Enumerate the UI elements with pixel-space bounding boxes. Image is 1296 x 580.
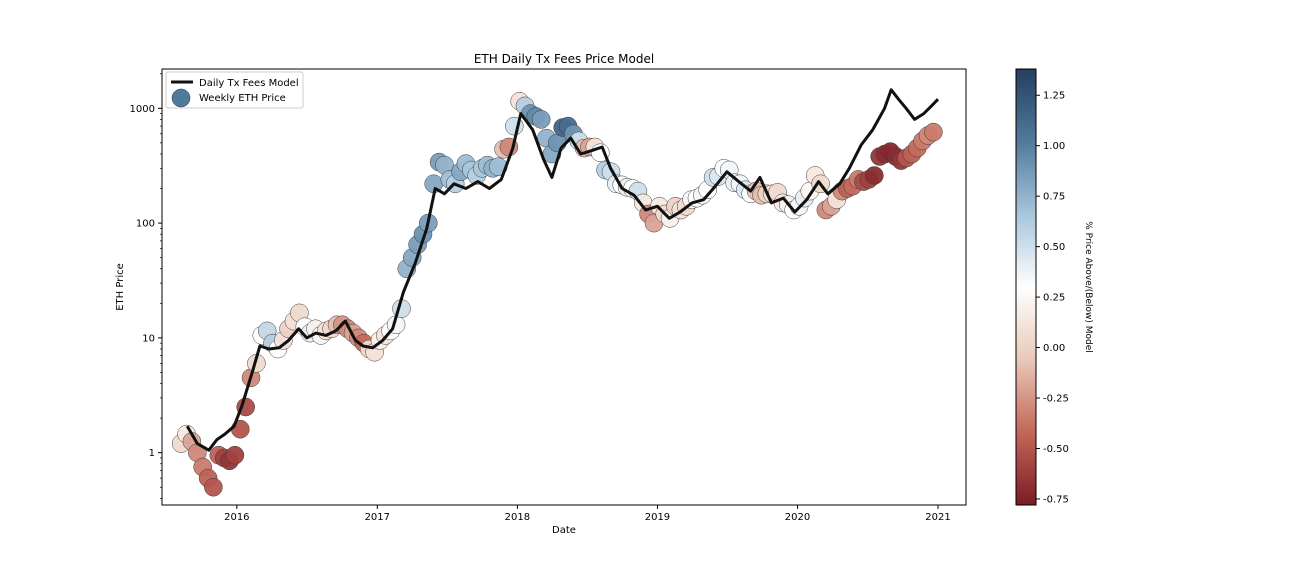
x-tick-label: 2016 bbox=[224, 512, 249, 523]
price-point bbox=[204, 477, 223, 497]
colorbar-tick-label: -0.50 bbox=[1043, 444, 1069, 455]
x-tick-label: 2021 bbox=[925, 512, 950, 523]
legend-entry-price: Weekly ETH Price bbox=[199, 93, 286, 104]
x-tick-label: 2017 bbox=[365, 512, 390, 523]
colorbar-tick-label: 0.25 bbox=[1043, 293, 1065, 304]
price-point bbox=[924, 122, 943, 142]
price-point bbox=[865, 166, 884, 185]
colorbar-tick-label: -0.75 bbox=[1043, 494, 1069, 505]
colorbar-gradient bbox=[1015, 68, 1037, 506]
colorbar-tick-label: 1.25 bbox=[1043, 91, 1065, 102]
legend-dot-swatch bbox=[171, 88, 191, 108]
y-tick-label: 10 bbox=[142, 333, 155, 344]
legend: Daily Tx Fees Model Weekly ETH Price bbox=[165, 71, 304, 109]
price-point bbox=[225, 445, 245, 465]
colorbar-label: % Price Above/(Below) Model bbox=[1083, 221, 1093, 352]
legend-box bbox=[165, 71, 304, 109]
x-tick-label: 2019 bbox=[645, 512, 670, 523]
y-axis: 1 10 100 1000 bbox=[130, 73, 162, 499]
x-tick-label: 2018 bbox=[505, 512, 530, 523]
colorbar-tick-label: -0.25 bbox=[1043, 394, 1069, 405]
price-point bbox=[531, 110, 551, 129]
chart-title: ETH Daily Tx Fees Price Model bbox=[474, 52, 654, 66]
colorbar-tick-label: 0.50 bbox=[1043, 242, 1065, 253]
x-tick-label: 2020 bbox=[785, 512, 810, 523]
model-line bbox=[185, 88, 940, 452]
colorbar-ticks: 1.25 1.00 0.75 0.50 0.25 0.00 -0.25 -0.50 -0.75 bbox=[1036, 91, 1069, 505]
colorbar: 1.251.000.750.500.250.00-0.25-0.50-0.75 … bbox=[1015, 68, 1093, 506]
y-tick-label: 1000 bbox=[130, 104, 155, 115]
legend-entry-model: Daily Tx Fees Model bbox=[199, 78, 299, 89]
x-axis-label: Date bbox=[552, 525, 576, 536]
x-axis: 2016 2017 2018 2019 2020 2021 bbox=[224, 505, 951, 523]
colorbar-tick-label: 0.00 bbox=[1043, 343, 1065, 354]
y-tick-label: 1 bbox=[149, 448, 155, 459]
colorbar-tick-label: 1.00 bbox=[1043, 141, 1065, 152]
y-axis-label: ETH Price bbox=[115, 263, 126, 311]
y-tick-label: 100 bbox=[136, 219, 155, 230]
colorbar-tick-label: 0.75 bbox=[1043, 192, 1065, 203]
model-line-layer bbox=[185, 88, 940, 452]
